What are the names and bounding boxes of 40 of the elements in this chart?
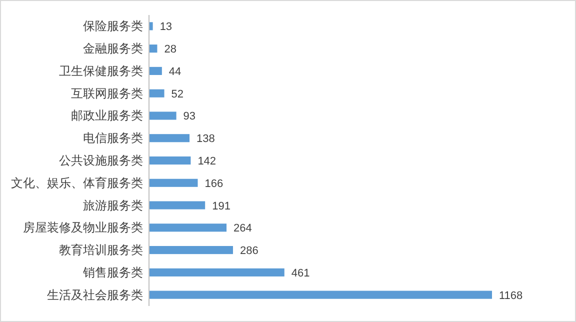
data-label: 138: [196, 133, 215, 146]
y-tick-label: 邮政业服务类: [71, 108, 143, 123]
bar: [149, 89, 164, 98]
bar: [149, 224, 227, 232]
data-label: 13: [160, 21, 172, 34]
data-label: 286: [240, 245, 258, 258]
data-label: 28: [164, 44, 176, 56]
y-tick-label: 文化、娱乐、体育服务类: [11, 176, 143, 190]
y-tick-label: 互联网服务类: [71, 86, 143, 100]
data-label: 142: [198, 156, 216, 168]
data-label: 44: [168, 66, 182, 78]
bar: [149, 44, 158, 53]
data-label: 52: [171, 88, 184, 100]
y-tick-label: 房屋装修及物业服务类: [23, 220, 143, 235]
bar: [149, 290, 492, 299]
bar: [149, 201, 206, 210]
y-tick-label: 旅游服务类: [83, 198, 143, 212]
bar: [149, 134, 190, 142]
bar: [149, 156, 191, 165]
bar: [149, 66, 162, 75]
y-tick-label: 金融服务类: [83, 42, 143, 56]
data-label: 191: [212, 200, 230, 212]
bar: [149, 268, 284, 276]
y-tick-label: 教育培训服务类: [59, 243, 143, 258]
y-tick-label: 生活及社会服务类: [47, 288, 143, 302]
bar: [149, 178, 198, 187]
y-tick-label: 公共设施服务类: [59, 154, 143, 168]
bar: [149, 22, 153, 30]
bar: [149, 112, 176, 120]
data-label: 264: [234, 222, 252, 235]
y-tick-label: 保险服务类: [83, 19, 143, 34]
bar: [149, 246, 233, 254]
data-label: 461: [291, 267, 310, 280]
data-label: 166: [204, 178, 224, 190]
y-tick-label: 销售服务类: [82, 265, 143, 280]
y-tick-label: 卫生保健服务类: [59, 64, 143, 78]
plot: 保险服务类 13 金融服务类 28 卫生保健服务类 44 互联网服务类 52 邮政业服务类 93 电信服务类 138 公共设施服务类 142 文化、娱乐、体育服务类 166 旅游服务类 191 房屋装修及物业服务类 264 教育培训服务类 286 销售服务类 461 生活及社会服务类 1168: [11, 19, 523, 302]
data-label: 1168: [499, 290, 523, 302]
y-tick-label: 电信服务类: [83, 131, 143, 146]
data-label: 93: [183, 110, 196, 123]
